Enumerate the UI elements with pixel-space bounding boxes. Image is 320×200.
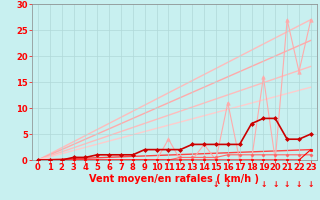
- Text: ↓: ↓: [272, 180, 278, 189]
- Text: ↓: ↓: [225, 180, 231, 189]
- X-axis label: Vent moyen/en rafales ( km/h ): Vent moyen/en rafales ( km/h ): [89, 174, 260, 184]
- Text: ↓: ↓: [260, 180, 267, 189]
- Text: ↓: ↓: [296, 180, 302, 189]
- Text: ↓: ↓: [284, 180, 290, 189]
- Text: ↓: ↓: [308, 180, 314, 189]
- Text: ↓: ↓: [213, 180, 219, 189]
